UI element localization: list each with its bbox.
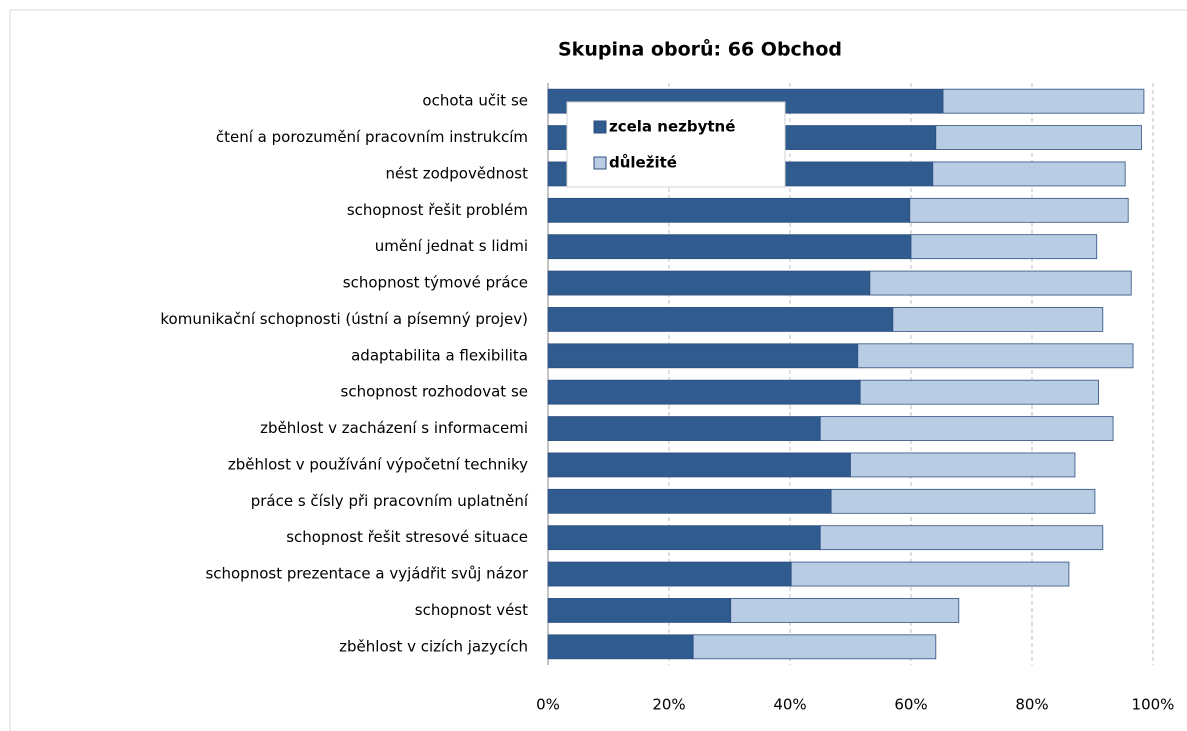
y-tick-label: umění jednat s lidmi — [375, 237, 528, 255]
bar-segment — [547, 197, 911, 223]
bar-segment — [830, 488, 1096, 514]
y-tick-label: ochota učit se — [422, 92, 528, 110]
bar-segment — [892, 307, 1104, 332]
x-tick-label: 40% — [773, 696, 806, 714]
bar-segment — [547, 452, 851, 478]
bar-segment — [547, 561, 792, 587]
bar-segment — [692, 634, 937, 660]
x-tick-label: 80% — [1015, 696, 1048, 714]
y-tick-label: práce s čísly při pracovním uplatnění — [251, 492, 529, 510]
bar-segment — [850, 452, 1076, 478]
y-tick-label: zběhlost v používání výpočetní techniky — [228, 455, 528, 473]
bar-segment — [547, 416, 821, 441]
bar-segment — [910, 234, 1098, 260]
bar-segment — [547, 343, 859, 369]
x-tick-label: 100% — [1132, 696, 1175, 714]
legend-label: zcela nezbytné — [609, 118, 735, 136]
bar-segment — [547, 525, 821, 551]
bar-segment — [547, 634, 694, 660]
legend-label: důležité — [609, 154, 677, 172]
bar-segment — [935, 125, 1142, 150]
bar-segment — [547, 234, 912, 260]
chart-title: Skupina oborů: 66 Obchod — [558, 38, 842, 61]
bar-segment — [819, 525, 1104, 551]
bar-segment — [819, 416, 1114, 441]
y-tick-label: adaptabilita a flexibilita — [351, 346, 528, 364]
y-tick-label: schopnost řešit stresové situace — [286, 528, 528, 546]
y-tick-label: schopnost řešit problém — [347, 201, 528, 219]
bar-segment — [547, 598, 732, 623]
bar-segment — [909, 197, 1129, 223]
legend: zcela nezbytné důležité — [566, 101, 786, 188]
y-tick-label: schopnost vést — [415, 601, 528, 619]
bar-segment — [942, 88, 1145, 114]
y-tick-label: schopnost prezentace a vyjádřit svůj náz… — [205, 565, 528, 583]
y-tick-label: nést zodpovědnost — [386, 164, 529, 182]
bar-segment — [547, 379, 861, 405]
legend-swatch — [593, 156, 607, 170]
y-tick-label: schopnost týmové práce — [343, 274, 528, 292]
bar-segment — [790, 561, 1070, 587]
y-tick-label: komunikační schopnosti (ústní a písemný … — [160, 310, 528, 328]
legend-swatch — [593, 120, 607, 134]
x-tick-label: 20% — [652, 696, 685, 714]
bar-segment — [547, 307, 894, 332]
bar-segment — [932, 161, 1126, 187]
legend-box — [566, 101, 786, 188]
bar-segment — [859, 379, 1099, 405]
bar-segment — [547, 488, 832, 514]
bar-segment — [730, 598, 960, 623]
y-tick-label: zběhlost v cizích jazycích — [339, 637, 528, 655]
y-tick-label: zběhlost v zacházení s informacemi — [260, 419, 528, 437]
x-tick-label: 0% — [536, 696, 560, 714]
bar-segment — [547, 270, 871, 296]
x-tick-label: 60% — [894, 696, 927, 714]
y-tick-label: čtení a porozumění pracovním instrukcím — [216, 128, 528, 146]
bar-segment — [869, 270, 1132, 296]
bar-segment — [857, 343, 1134, 369]
y-tick-label: schopnost rozhodovat se — [341, 383, 528, 401]
